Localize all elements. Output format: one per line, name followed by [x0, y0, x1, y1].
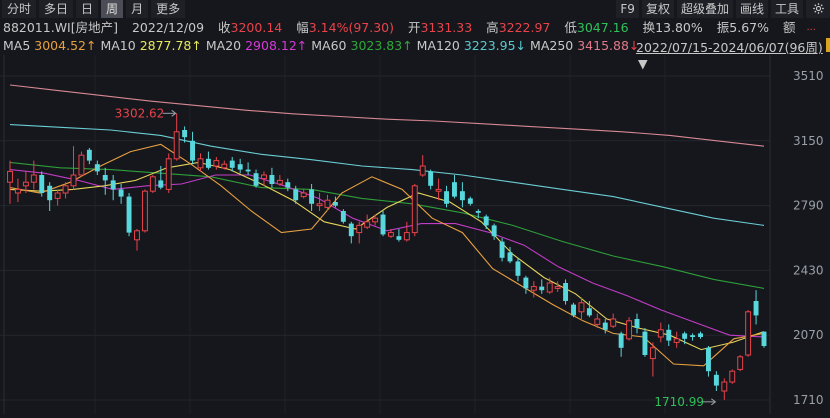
amount-label: 额 [782, 20, 796, 35]
toolbar: 分时 多日 日 周 月 更多 F9 复权 超级叠加 画线 工具 [0, 0, 830, 18]
change-label: 幅 [296, 20, 309, 35]
close-value: 3200.14 [230, 20, 283, 35]
svg-text:1710: 1710 [793, 393, 824, 407]
svg-text:3150: 3150 [793, 134, 824, 148]
quote-line: 882011.WI[房地产] 2022/12/09 收3200.14 幅3.14… [3, 19, 795, 36]
side-handle[interactable] [826, 38, 830, 52]
svg-text:2430: 2430 [793, 263, 824, 277]
turnover-label: 换 [642, 20, 656, 35]
adjust-rights-button[interactable]: 复权 [641, 0, 674, 18]
close-label: 收 [218, 20, 231, 35]
amplitude-value: 5.67% [729, 20, 769, 35]
draw-line-button[interactable]: 画线 [735, 0, 768, 18]
ma120-label: MA120 [416, 38, 460, 53]
ma20-label: MA20 [205, 38, 242, 53]
gear-icon[interactable] [806, 0, 830, 18]
more-dots[interactable]: ... [806, 22, 816, 33]
svg-text:3302.62: 3302.62 [115, 106, 165, 120]
open-value: 3131.33 [420, 20, 473, 35]
ma120-arrow: ↓ [515, 38, 527, 53]
turnover-value: 13.80% [655, 20, 703, 35]
ma120-value: 3223.95 [463, 38, 516, 53]
tab-day[interactable]: 日 [76, 0, 99, 18]
svg-text:3510: 3510 [793, 69, 824, 83]
tab-intraday[interactable]: 分时 [2, 0, 37, 18]
ma5-value: 3004.52 [34, 38, 86, 53]
date-range-text: 2022/07/15-2024/06/07(96周) [636, 40, 823, 55]
svg-text:1710.99: 1710.99 [654, 395, 704, 409]
low-label: 低 [564, 20, 577, 35]
change-value: 3.14%(97.30) [308, 20, 394, 35]
ma250-arrow: ↓ [628, 38, 640, 53]
ma-line: MA5 3004.52↑ MA10 2877.78↑ MA20 2908.12↑… [3, 37, 639, 54]
svg-text:2070: 2070 [793, 328, 824, 342]
f9-button[interactable]: F9 [616, 0, 639, 18]
ma250-value: 3415.88 [577, 38, 629, 53]
ma10-value: 2877.78 [139, 38, 192, 53]
ma60-value: 3023.83 [350, 38, 403, 53]
ma20-value: 2908.12 [245, 38, 297, 53]
tools-button[interactable]: 工具 [770, 0, 803, 18]
ma250-label: MA250 [530, 38, 574, 53]
date-range-selector[interactable]: 2022/07/15-2024/06/07(96周)▼ [636, 37, 830, 71]
tab-month[interactable]: 月 [126, 0, 149, 18]
low-value: 3047.16 [576, 20, 629, 35]
tab-week[interactable]: 周 [101, 0, 124, 18]
ma60-label: MA60 [311, 38, 347, 53]
candlestick-chart[interactable]: 3510 3150 2790 2430 2070 1710 3302.62 1710.99 [0, 55, 830, 414]
period-tabs: 分时 多日 日 周 月 更多 [2, 0, 188, 18]
quote-date: 2022/12/09 [131, 20, 205, 35]
ma10-label: MA10 [100, 38, 136, 53]
ma20-arrow: ↑ [296, 38, 308, 53]
high-label: 高 [486, 20, 499, 35]
open-label: 开 [407, 20, 421, 35]
high-value: 3222.97 [498, 20, 551, 35]
ma5-arrow: ↑ [85, 38, 97, 53]
super-overlay-button[interactable]: 超级叠加 [676, 0, 733, 18]
tab-more[interactable]: 更多 [151, 0, 186, 18]
dropdown-triangle-icon: ▼ [638, 56, 648, 71]
tab-multi-day[interactable]: 多日 [39, 0, 74, 18]
ma60-arrow: ↑ [402, 38, 413, 53]
chart-canvas[interactable]: 3510 3150 2790 2430 2070 1710 3302.62 1710.99 [0, 55, 830, 414]
amplitude-label: 振 [716, 20, 730, 35]
tools-bar: F9 复权 超级叠加 画线 工具 [613, 0, 830, 18]
svg-text:2790: 2790 [793, 199, 824, 213]
ma5-label: MA5 [3, 38, 31, 53]
ma10-arrow: ↑ [191, 38, 202, 53]
security-code: 882011.WI[房地产] [3, 20, 118, 35]
